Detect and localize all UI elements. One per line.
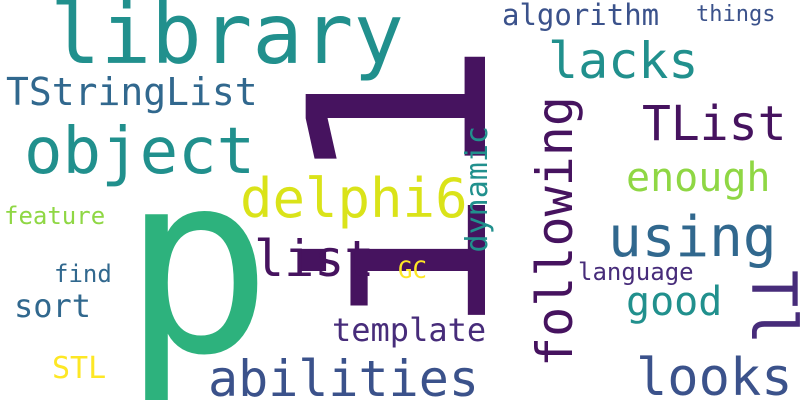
word-object: object [24,115,256,189]
word-TList: TList [642,96,787,152]
word-template: template [332,311,487,349]
word-feature: feature [4,202,106,230]
word-Tl: Tl [737,270,800,345]
word-sort: sort [14,287,92,325]
word-find: find [54,260,112,288]
word-dynamic: dynamic [460,126,495,253]
word-good: good [626,279,723,325]
word-p: p [122,119,273,400]
word-abilities: abilities [208,350,479,400]
word-TStringList: TStringList [6,70,258,114]
word-looks: looks [636,348,793,400]
word-algorithm: algorithm [502,0,660,32]
word-library: library [50,0,405,83]
word-list: list [254,230,375,288]
word-enough: enough [626,155,771,201]
word-following: following [526,96,584,367]
word-things: things [696,2,776,27]
word-lacks: lacks [548,32,699,90]
word-delphi6: delphi6 [240,167,468,230]
word-using: using [608,205,777,270]
word-GC: GC [398,256,427,284]
word-STL: STL [52,351,107,386]
word-language: language [578,258,694,286]
